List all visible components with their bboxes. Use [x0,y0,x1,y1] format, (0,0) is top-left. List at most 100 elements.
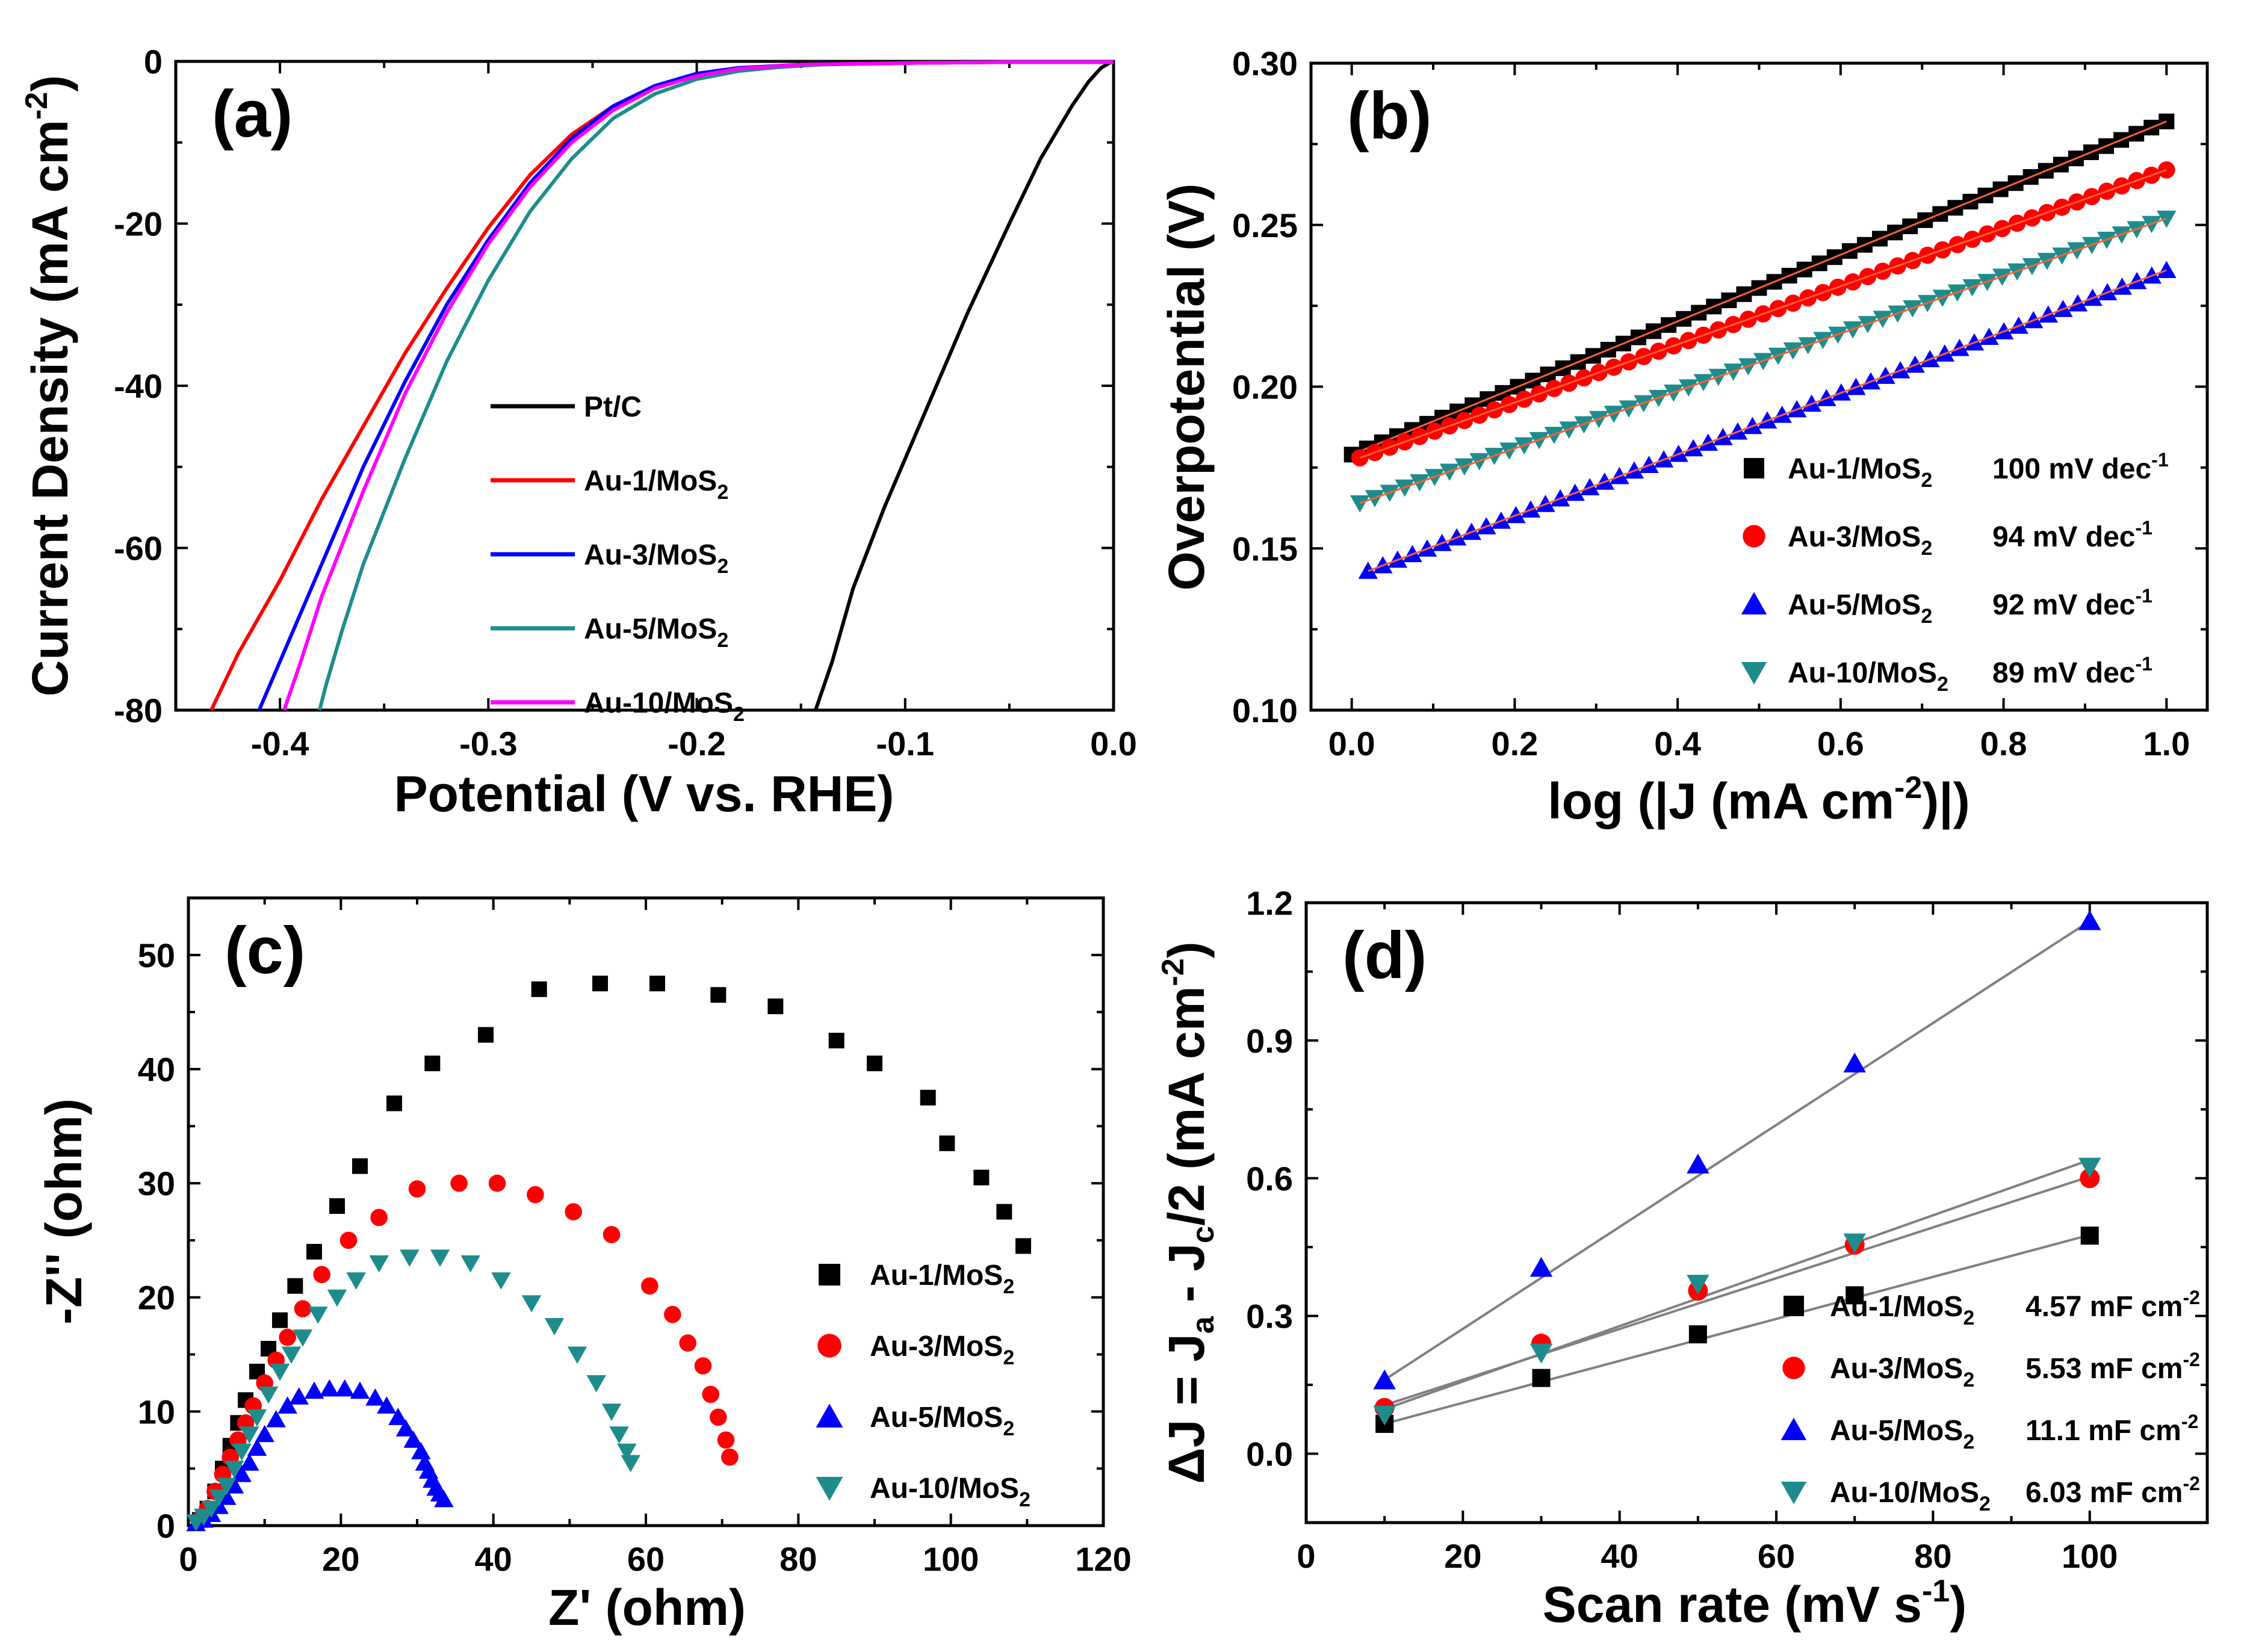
legend-label: Au-10/MoS2 [1788,657,1948,696]
y-tick-label: 0.30 [1232,45,1298,82]
legend-marker [1780,1482,1807,1505]
data-point [721,1448,739,1466]
data-point [567,1346,587,1364]
legend-value: 11.1 mF cm-2 [2025,1411,2198,1447]
x-tick-label: 100 [2062,1537,2118,1575]
data-point [1532,1369,1551,1387]
data-point [1843,1233,1866,1254]
legend-label: Au-5/MoS2 [1788,589,1932,628]
data-point [996,1204,1012,1220]
x-axis-label: Potential (V vs. RHE) [394,766,894,822]
data-point [294,1300,312,1317]
x-tick-label: 0.6 [1817,725,1864,763]
y-tick-label: 0.15 [1232,530,1298,568]
data-point [308,1307,328,1324]
fit-line [1384,920,2090,1381]
data-point [450,1174,468,1192]
x-tick-label: 60 [627,1540,665,1578]
series-line [814,60,1115,711]
legend-label: Au-5/MoS2 [1830,1415,1974,1453]
panel-label: (c) [225,914,305,988]
data-point [370,1208,388,1227]
panel-d: 0 20 40 60 80 100 0.0 0.3 0.6 0.9 1.2 (d) Au-1/MoS2 4… [1156,884,2209,1633]
x-tick-label: 0.0 [1090,725,1137,763]
data-point [2080,1168,2100,1189]
data-point [2078,910,2101,930]
data-point [694,1357,712,1375]
x-tick-label: 120 [1075,1540,1131,1578]
data-point [2157,261,2177,278]
x-tick-label: 40 [475,1540,512,1578]
data-point [1373,1369,1396,1390]
data-point [621,1455,640,1473]
y-tick-label: -80 [114,691,163,729]
y-tick-label: 1.2 [1246,884,1293,922]
data-point [289,1387,309,1405]
y-tick-label: -60 [114,530,163,568]
x-axis-label: Z' (ohm) [548,1579,746,1636]
legend-marker [1741,662,1767,685]
y-axis-label: -Z'' (ohm) [36,1098,92,1325]
legend-label: Au-5/MoS2 [584,613,728,652]
data-point [224,1461,244,1478]
y-tick-label: 0.6 [1246,1160,1293,1198]
data-point [1687,1275,1709,1295]
y-tick-label: 0 [144,43,163,81]
legend-marker [1744,458,1764,478]
fit-line [1359,217,2167,504]
x-tick-label: 1.0 [2143,725,2190,763]
data-point [232,1443,252,1461]
x-tick-label: -0.3 [459,725,518,763]
legend-label: Au-10/MoS2 [584,687,745,726]
data-point [1843,1053,1866,1073]
legend-marker [1782,1357,1805,1379]
legend-value: 94 mV dec-1 [1992,517,2152,553]
data-point [339,1231,358,1249]
x-tick-label: 80 [1914,1537,1951,1575]
legend-label: Au-1/MoS2 [870,1260,1014,1298]
data-point [603,1226,621,1243]
panel-label: (a) [212,77,293,151]
data-point [1846,1286,1864,1305]
y-tick-label: -20 [114,205,163,243]
data-point [1529,1343,1553,1364]
legend-value: 89 mV dec-1 [1992,653,2152,689]
x-tick-label: -0.1 [876,725,935,763]
x-tick-label: 60 [1758,1537,1795,1575]
y-tick-label: 10 [138,1393,175,1431]
data-point [201,1500,222,1518]
data-point [424,1055,441,1071]
data-point [411,1442,431,1459]
fit-line [1384,1234,2090,1425]
legend-marker [816,1477,843,1501]
data-point [1015,1238,1031,1254]
data-point [217,1477,237,1496]
data-point [601,1403,622,1421]
fit-line [1351,120,2167,456]
y-tick-label: -40 [114,367,163,405]
data-point [369,1255,389,1273]
fit-line [1368,269,2167,572]
x-tick-label: 80 [779,1540,817,1578]
y-axis-label: Current Density (mA cm-2) [19,75,78,697]
data-point [352,1158,368,1174]
x-tick-label: 0.4 [1654,725,1701,763]
data-point [287,1278,303,1294]
data-point [565,1203,582,1220]
data-point [209,1489,229,1507]
series-line [282,60,1114,711]
data-point [247,1409,267,1427]
x-tick-label: -0.2 [668,725,726,763]
data-point [617,1443,637,1461]
legend-marker [1784,1296,1804,1316]
data-point [939,1135,955,1151]
y-tick-label: 20 [138,1279,175,1317]
data-point [1350,495,1370,513]
fit-line [1384,1159,2090,1411]
x-axis-label: log (|J (mA cm-2)|) [1548,770,1970,830]
data-point [240,1426,259,1444]
data-point [491,1272,511,1290]
data-point [408,1180,426,1198]
data-point [346,1272,366,1290]
x-tick-label: -0.4 [251,725,309,763]
